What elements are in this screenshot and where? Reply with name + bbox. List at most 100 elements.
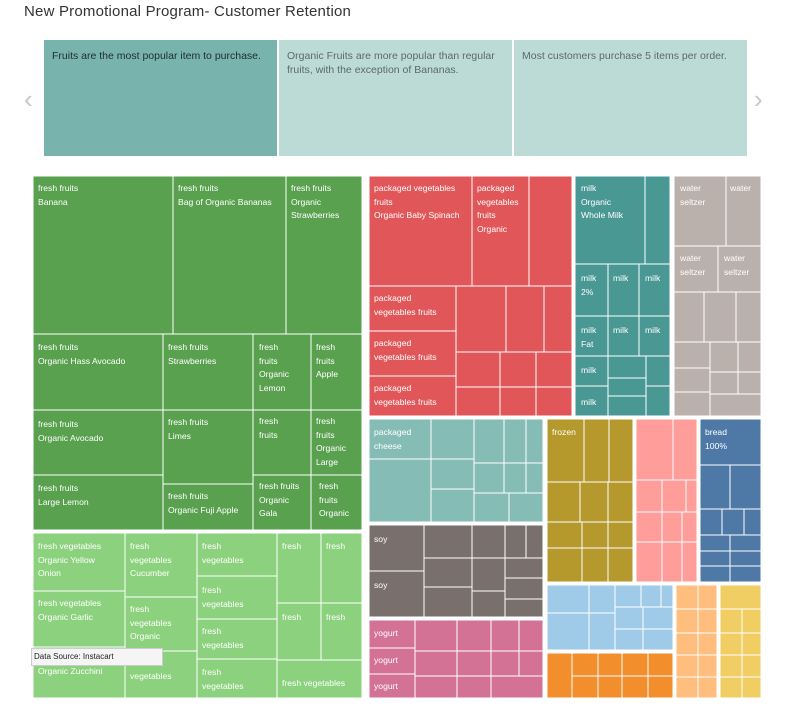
treemap-cell[interactable] (414, 675, 458, 699)
treemap-cell[interactable] (546, 547, 583, 583)
treemap-cell[interactable] (614, 628, 644, 651)
treemap-cell[interactable] (729, 464, 762, 510)
treemap-cell[interactable] (456, 650, 492, 677)
treemap-cell[interactable] (729, 565, 762, 583)
treemap-cell[interactable] (583, 418, 610, 483)
treemap-cell[interactable] (499, 351, 537, 388)
treemap-cell[interactable] (607, 263, 640, 317)
treemap-cell[interactable] (673, 341, 711, 369)
treemap-cell[interactable] (699, 534, 731, 552)
treemap-cell[interactable] (368, 619, 416, 649)
treemap-cell[interactable] (543, 285, 573, 353)
treemap-cell[interactable] (518, 650, 544, 677)
treemap-cell[interactable] (252, 333, 312, 411)
treemap-cell[interactable] (588, 584, 616, 614)
treemap-cell[interactable] (32, 590, 126, 648)
treemap-cell[interactable] (621, 675, 649, 699)
treemap-cell[interactable] (196, 532, 278, 577)
treemap-cell[interactable] (504, 524, 527, 559)
treemap-cell[interactable] (414, 650, 458, 677)
treemap-cell[interactable] (614, 584, 642, 608)
treemap-cell[interactable] (546, 481, 581, 523)
treemap-cell[interactable] (737, 341, 762, 373)
treemap-cell[interactable] (32, 333, 164, 411)
treemap-cell[interactable] (162, 483, 254, 531)
treemap-cell[interactable] (607, 377, 647, 397)
treemap-cell[interactable] (697, 676, 718, 699)
treemap-cell[interactable] (504, 577, 544, 600)
treemap-cell[interactable] (635, 511, 663, 543)
treemap-cell[interactable] (581, 547, 609, 583)
treemap-cell[interactable] (546, 584, 590, 614)
treemap-cell[interactable] (456, 619, 492, 652)
treemap-cell[interactable] (505, 285, 545, 353)
treemap-cell[interactable] (172, 175, 287, 335)
treemap-cell[interactable] (597, 652, 623, 677)
treemap-cell[interactable] (579, 481, 609, 523)
treemap-cell[interactable] (675, 654, 699, 678)
treemap-cell[interactable] (423, 586, 473, 618)
treemap-cell[interactable] (741, 608, 762, 634)
treemap-cell[interactable] (675, 584, 699, 610)
treemap-cell[interactable] (675, 632, 699, 656)
treemap-cell[interactable] (597, 675, 623, 699)
treemap-cell[interactable] (737, 371, 762, 395)
treemap-cell[interactable] (310, 409, 363, 476)
treemap-cell[interactable] (743, 508, 762, 536)
treemap-cell[interactable] (473, 492, 510, 523)
treemap-cell[interactable] (681, 541, 698, 583)
treemap-cell[interactable] (719, 654, 743, 678)
treemap-cell[interactable] (703, 291, 737, 343)
treemap-cell[interactable] (32, 532, 126, 592)
treemap-cell[interactable] (490, 650, 520, 677)
treemap-cell[interactable] (525, 462, 544, 494)
treemap-cell[interactable] (607, 481, 634, 523)
treemap-cell[interactable] (729, 550, 762, 567)
treemap-cell[interactable] (508, 492, 544, 523)
treemap-cell[interactable] (697, 632, 718, 656)
treemap-cell[interactable] (699, 550, 731, 567)
treemap-cell[interactable] (473, 462, 505, 494)
treemap-cell[interactable] (675, 608, 699, 634)
treemap-cell[interactable] (735, 291, 762, 343)
treemap-cell[interactable] (642, 628, 674, 651)
treemap-cell[interactable] (32, 409, 164, 476)
treemap-cell[interactable] (719, 584, 762, 610)
chevron-left-icon[interactable]: ‹ (24, 84, 33, 114)
treemap-cell[interactable] (503, 418, 527, 464)
treemap-cell[interactable] (455, 386, 501, 417)
treemap-cell[interactable] (721, 508, 745, 536)
treemap-cell[interactable] (635, 541, 663, 583)
treemap-cell[interactable] (430, 458, 475, 490)
treemap-cell[interactable] (574, 175, 646, 265)
treemap-cell[interactable] (368, 570, 425, 618)
treemap-cell[interactable] (673, 391, 711, 417)
treemap-cell[interactable] (471, 590, 506, 618)
treemap-cell[interactable] (499, 386, 537, 417)
treemap-cell[interactable] (456, 675, 492, 699)
treemap-cell[interactable] (607, 315, 640, 357)
treemap-cell[interactable] (729, 534, 762, 552)
treemap-cell[interactable] (504, 598, 544, 618)
treemap-cell[interactable] (423, 557, 473, 588)
treemap-cell[interactable] (310, 474, 363, 531)
treemap-cell[interactable] (535, 351, 573, 388)
story-point-1[interactable]: Fruits are the most popular item to purc… (44, 40, 277, 156)
treemap-cell[interactable] (368, 175, 473, 287)
treemap-cell[interactable] (368, 418, 432, 460)
treemap-cell[interactable] (709, 371, 739, 395)
chevron-right-icon[interactable]: › (754, 84, 763, 114)
treemap-cell[interactable] (697, 608, 718, 634)
treemap-cell[interactable] (490, 675, 544, 699)
treemap-cell[interactable] (621, 652, 649, 677)
treemap-cell[interactable] (640, 584, 662, 608)
treemap-cell[interactable] (430, 488, 475, 523)
treemap-cell[interactable] (741, 654, 762, 678)
treemap-cell[interactable] (124, 596, 198, 652)
treemap-cell[interactable] (635, 418, 674, 481)
treemap-cell[interactable] (310, 333, 363, 411)
story-point-2[interactable]: Organic Fruits are more popular than reg… (279, 40, 512, 156)
treemap-cell[interactable] (719, 608, 743, 634)
treemap-cell[interactable] (647, 675, 674, 699)
